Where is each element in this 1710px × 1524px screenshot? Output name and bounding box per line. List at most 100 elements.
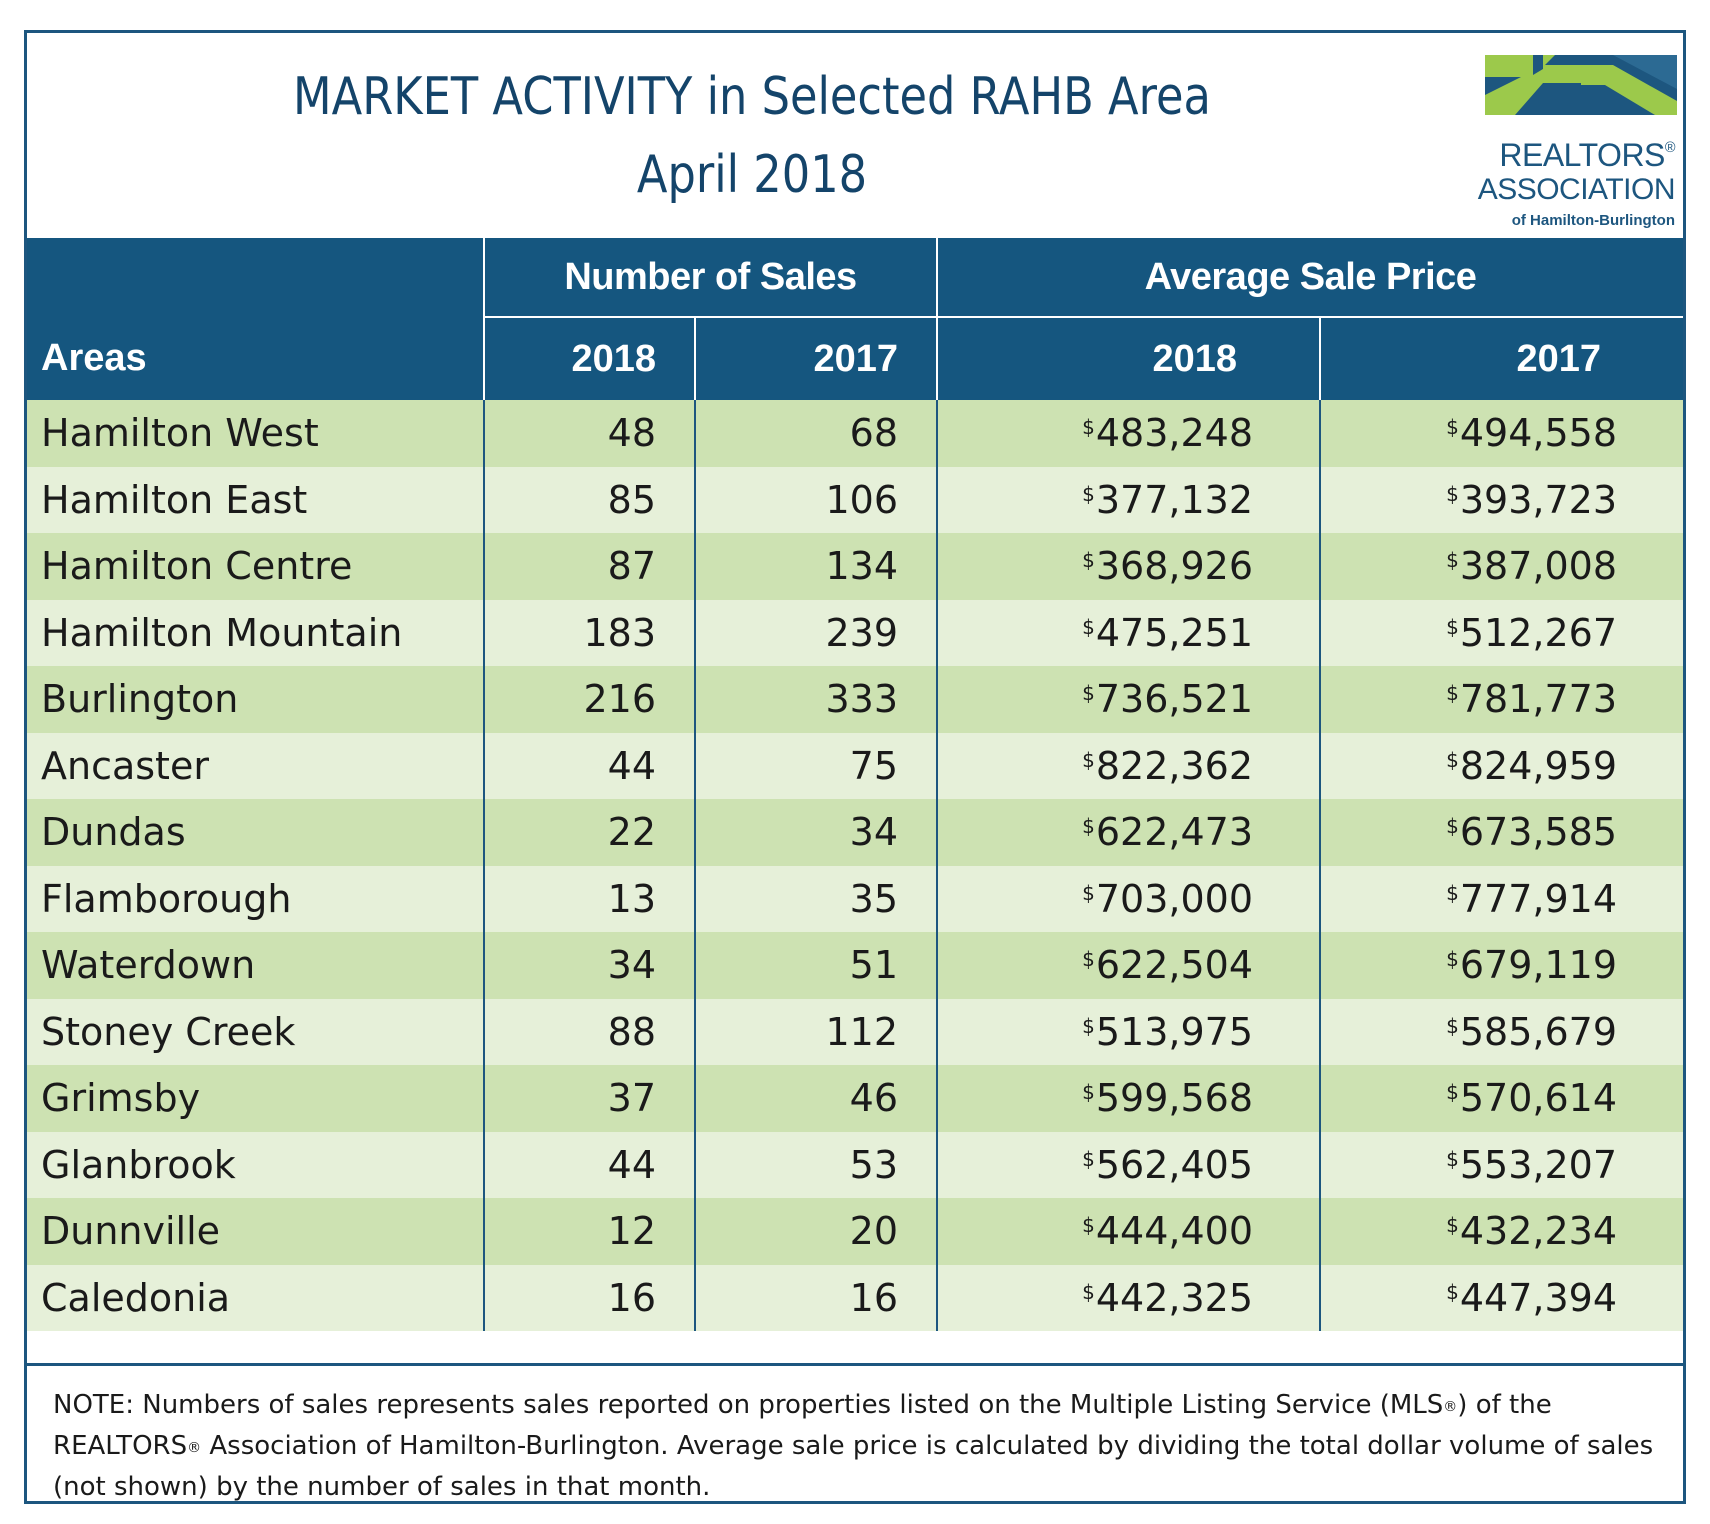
price-2017-cell: $494,558	[1319, 400, 1683, 467]
price-2017-cell-value: 781,773	[1459, 677, 1617, 722]
registered-mark-icon: ®	[187, 1440, 202, 1456]
sales-2018-cell: 44	[483, 732, 695, 799]
sales-2018-cell: 216	[483, 666, 695, 733]
sales-2018-cell: 16	[483, 1264, 695, 1331]
price-2018-cell-value: 703,000	[1095, 876, 1253, 921]
currency-symbol: $	[1446, 1279, 1459, 1304]
report-frame: MARKET ACTIVITY in Selected RAHB Area Ap…	[24, 30, 1686, 1504]
price-2018-cell-value: 562,405	[1095, 1142, 1253, 1187]
sales-2018-cell-value: 44	[607, 1142, 656, 1187]
sales-2018-cell-value: 48	[607, 411, 656, 456]
area-name-cell-value: Burlington	[41, 677, 239, 722]
area-name-cell: Grimsby	[27, 1065, 484, 1132]
market-activity-table-wrap: Number of Sales Average Sale Price Areas…	[27, 238, 1683, 1331]
area-name-cell: Dunnville	[27, 1198, 484, 1265]
sales-2017-cell: 112	[694, 998, 937, 1065]
price-2018-cell: $444,400	[936, 1198, 1320, 1265]
price-2018-cell-value: 736,521	[1095, 677, 1253, 722]
sales-2017-cell: 134	[694, 533, 937, 600]
sales-2017-cell-value: 53	[849, 1142, 898, 1187]
sales-2018-cell-value: 85	[607, 477, 656, 522]
price-2017-cell: $447,394	[1319, 1264, 1683, 1331]
price-2017-cell-value: 494,558	[1459, 411, 1617, 456]
table-row: Flamborough 13 35 $703,000 $777,914	[27, 865, 1683, 932]
sales-2017-cell-value: 333	[825, 677, 898, 722]
table-row: Hamilton East 85 106 $377,132 $393,723	[27, 466, 1683, 533]
area-name-cell: Hamilton West	[27, 400, 484, 467]
price-2017-cell: $387,008	[1319, 533, 1683, 600]
area-name-cell-value: Grimsby	[41, 1076, 201, 1121]
price-2017-cell-value: 570,614	[1459, 1076, 1617, 1121]
price-2018-cell: $622,504	[936, 932, 1320, 999]
sales-2017-cell: 75	[694, 732, 937, 799]
price-2017-cell-value: 393,723	[1459, 477, 1617, 522]
logo-text-location: of Hamilton-Burlington	[1511, 212, 1675, 229]
table-row: Hamilton Mountain 183 239 $475,251 $512,267	[27, 599, 1683, 666]
price-2018-cell-value: 483,248	[1095, 411, 1253, 456]
sales-2017-cell: 35	[694, 865, 937, 932]
price-2017-cell-value: 432,234	[1459, 1209, 1617, 1254]
area-name-cell-value: Ancaster	[41, 743, 209, 788]
price-2017-cell: $553,207	[1319, 1131, 1683, 1198]
header-sales-2018: 2018	[483, 316, 695, 400]
title-block: MARKET ACTIVITY in Selected RAHB Area Ap…	[27, 33, 1427, 238]
currency-symbol: $	[1446, 880, 1459, 905]
price-2017-cell: $570,614	[1319, 1065, 1683, 1132]
price-2017-cell: $512,267	[1319, 599, 1683, 666]
area-name-cell-value: Flamborough	[41, 876, 292, 921]
sales-2018-cell-value: 12	[607, 1209, 656, 1254]
price-2018-cell: $483,248	[936, 400, 1320, 467]
area-name-cell: Hamilton Mountain	[27, 599, 484, 666]
table-row: Ancaster 44 75 $822,362 $824,959	[27, 732, 1683, 799]
currency-symbol: $	[1082, 1213, 1095, 1238]
price-2017-cell-value: 387,008	[1459, 544, 1617, 589]
price-2017-cell-value: 673,585	[1459, 810, 1617, 855]
price-2017-cell-value: 447,394	[1459, 1275, 1617, 1320]
currency-symbol: $	[1082, 1013, 1095, 1038]
sales-2018-cell: 13	[483, 865, 695, 932]
sales-2017-cell-value: 34	[849, 810, 898, 855]
sales-2017-cell: 34	[694, 799, 937, 866]
area-name-cell-value: Hamilton East	[41, 477, 308, 522]
currency-symbol: $	[1082, 1279, 1095, 1304]
price-2018-cell-value: 377,132	[1095, 477, 1253, 522]
sales-2017-cell: 239	[694, 599, 937, 666]
currency-symbol: $	[1082, 814, 1095, 839]
area-name-cell: Flamborough	[27, 865, 484, 932]
area-name-cell-value: Glanbrook	[41, 1142, 236, 1187]
page-title: MARKET ACTIVITY in Selected RAHB Area	[293, 67, 1211, 127]
area-name-cell-value: Hamilton Mountain	[41, 610, 403, 655]
price-2018-cell-value: 599,568	[1095, 1076, 1253, 1121]
area-name-cell-value: Hamilton Centre	[41, 544, 353, 589]
price-2018-cell-value: 444,400	[1095, 1209, 1253, 1254]
sales-2018-cell: 85	[483, 466, 695, 533]
table-bottom-divider	[27, 1363, 1683, 1366]
sales-2018-cell: 88	[483, 998, 695, 1065]
table-body: Hamilton West 48 68 $483,248 $494,558 Hamilto…	[27, 400, 1683, 1331]
area-name-cell-value: Hamilton West	[41, 411, 319, 456]
table-row: Hamilton West 48 68 $483,248 $494,558	[27, 400, 1683, 467]
price-2018-cell-value: 513,975	[1095, 1009, 1253, 1054]
sales-2018-cell-value: 34	[607, 943, 656, 988]
sales-2018-cell: 87	[483, 533, 695, 600]
sales-2017-cell-value: 75	[849, 743, 898, 788]
sales-2017-cell: 106	[694, 466, 937, 533]
table-row: Stoney Creek 88 112 $513,975 $585,679	[27, 998, 1683, 1065]
header-price-2018: 2018	[936, 316, 1320, 400]
sales-2018-cell: 34	[483, 932, 695, 999]
currency-symbol: $	[1446, 1013, 1459, 1038]
sales-2018-cell: 12	[483, 1198, 695, 1265]
sales-2017-cell-value: 35	[849, 876, 898, 921]
market-activity-table: Number of Sales Average Sale Price Areas…	[27, 238, 1683, 1331]
currency-symbol: $	[1082, 947, 1095, 972]
sales-2018-cell: 22	[483, 799, 695, 866]
table-row: Dundas 22 34 $622,473 $673,585	[27, 799, 1683, 866]
area-name-cell: Waterdown	[27, 932, 484, 999]
sales-2018-cell-value: 44	[607, 743, 656, 788]
price-2018-cell: $736,521	[936, 666, 1320, 733]
sales-2018-cell: 37	[483, 1065, 695, 1132]
currency-symbol: $	[1082, 1080, 1095, 1105]
price-2017-cell: $432,234	[1319, 1198, 1683, 1265]
price-2017-cell-value: 512,267	[1459, 610, 1617, 655]
price-2018-cell-value: 622,473	[1095, 810, 1253, 855]
